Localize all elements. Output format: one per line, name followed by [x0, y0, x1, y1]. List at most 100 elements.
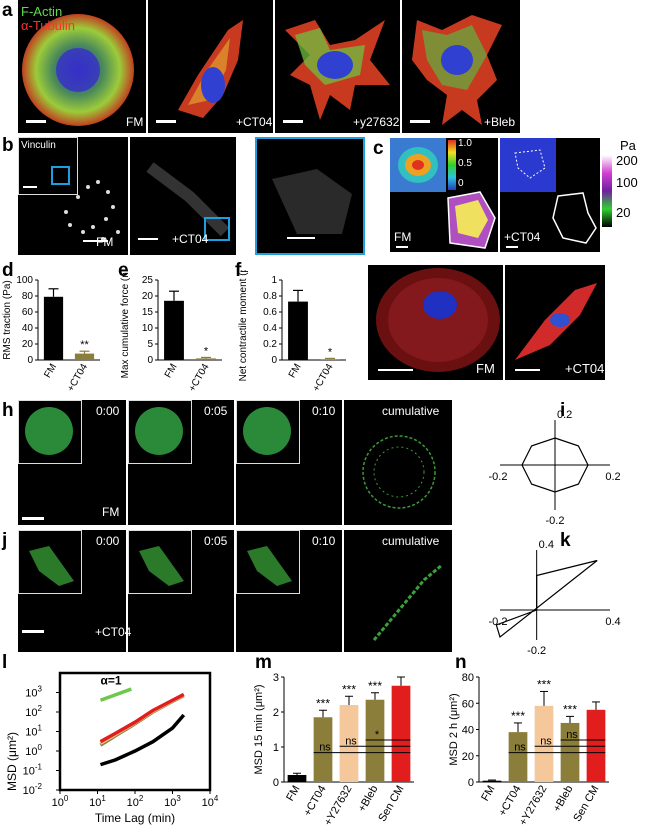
condition-label-fm: FM	[96, 235, 114, 249]
y-tick-label: 10-2	[23, 782, 43, 797]
polygon-trace	[521, 437, 589, 493]
timelapse-ct04-cumulative: cumulative	[344, 530, 452, 652]
x-tick-label: FM	[284, 784, 302, 804]
y-tick-label: 0.6	[263, 307, 277, 318]
condition-label-fm: FM	[126, 115, 144, 129]
x-tick-label: Sen CM	[571, 784, 601, 824]
condition-label-fm: FM	[476, 361, 495, 376]
panel-label-m: m	[255, 652, 272, 673]
x-tick-label: 103	[164, 794, 181, 809]
colorbar-tick: 20	[616, 205, 631, 220]
x-tick-label: +CT04	[187, 362, 212, 394]
timelapse-fm-0: 0:00	[18, 400, 126, 525]
micrograph-g-ct04: +CT04	[505, 265, 605, 380]
significance-marker: *	[328, 346, 333, 358]
comparison-label: *	[375, 729, 380, 741]
panel-label-a: a	[2, 0, 13, 21]
displacement-inset	[390, 138, 446, 192]
x-tick-label: +Bleb	[356, 784, 381, 815]
y-axis-label: RMS traction (Pa)	[2, 280, 13, 359]
scale-bar	[26, 120, 46, 123]
scale-bar	[23, 186, 37, 188]
bar	[534, 705, 554, 782]
cumulative-label: cumulative	[382, 534, 440, 548]
micrograph-fm-round-cell: F-Actin α-Tubulin FM	[18, 0, 146, 133]
tick-label-left: -0.2	[489, 471, 508, 483]
bar	[164, 300, 184, 360]
traction-colorbar	[602, 155, 612, 227]
x-axis-label: Time Lag (min)	[95, 811, 175, 825]
comparison-label: ns	[319, 742, 331, 754]
bar	[508, 732, 528, 782]
scale-bar	[506, 246, 518, 248]
panel-label-d: d	[2, 260, 14, 281]
condition-label-fm: FM	[394, 230, 412, 244]
y-tick-label: 40	[22, 323, 34, 334]
micrograph-vinculin-ct04: +CT04	[130, 137, 236, 255]
cell-inset	[18, 530, 82, 594]
y-tick-label: 102	[25, 704, 42, 719]
panel-label-f: f	[235, 260, 242, 281]
significance-marker: ***	[342, 682, 356, 696]
zoom-box	[51, 166, 70, 185]
bar	[482, 780, 502, 782]
condition-label-ct04: +CT04	[95, 625, 132, 639]
tick-label-bottom: -0.2	[546, 515, 565, 527]
micrograph-bleb: +Bleb	[402, 0, 520, 133]
cell-inset	[128, 530, 192, 594]
condition-label-bleb: +Bleb	[484, 115, 516, 129]
scale-bar	[396, 246, 408, 248]
time-label: 0:05	[204, 404, 228, 418]
tick-label-left: -0.2	[489, 616, 508, 628]
significance-marker: ***	[537, 677, 551, 691]
comparison-label: ns	[540, 735, 552, 747]
comparison-label: ns	[345, 735, 357, 747]
micrograph-g-fm: FM	[368, 265, 503, 380]
significance-marker: *	[204, 345, 209, 357]
y-tick-label: 1	[271, 275, 277, 286]
colorbar-tick: 100	[616, 175, 638, 190]
series-line	[99, 713, 186, 767]
cell-inset	[236, 400, 300, 464]
bar	[43, 296, 64, 360]
chart-polygon-ct04: 0.4 -0.2 0.4 -0.2	[489, 539, 621, 657]
panel-label-c: c	[373, 138, 384, 159]
panel-label-h: h	[2, 400, 14, 421]
inset-tick: 0	[458, 178, 464, 189]
x-tick-label: Sen CM	[376, 784, 406, 824]
bar	[365, 699, 385, 782]
tick-label-right: 0.2	[605, 471, 620, 483]
y-tick-label: 10-1	[23, 763, 43, 778]
time-label: 0:10	[312, 404, 336, 418]
scale-bar	[22, 630, 44, 633]
y-tick-label: 5	[147, 339, 153, 350]
tick-label-right: 0.4	[605, 616, 620, 628]
timelapse-fm-2: 0:10	[236, 400, 342, 525]
significance-marker: ***	[316, 696, 330, 710]
cell-inset	[18, 400, 82, 464]
chart-msd-loglog: 100 101 102 103 104 10-2 10-1 100 101 102 103 α=1 Ti…	[5, 671, 219, 825]
micrograph-y27632: +y27632	[275, 0, 400, 133]
scale-bar	[283, 120, 303, 123]
x-tick-label: +CT04	[302, 784, 329, 819]
chart-polygon-fm: 0.2 -0.2 0.2 -0.2	[489, 409, 621, 527]
chart-rms-traction: 0 20 40 60 80 100 FM +CT04 ** RMS traction (Pa)	[2, 275, 100, 394]
panel-label-i: i	[560, 400, 566, 421]
scale-bar	[22, 517, 44, 520]
y-tick-label: 15	[142, 307, 154, 318]
y-tick-label: 0	[468, 777, 474, 789]
scale-bar	[378, 369, 413, 371]
panel-label-e: e	[118, 260, 129, 281]
comparison-label: ns	[566, 729, 578, 741]
vinculin-inset: Vinculin	[18, 137, 78, 195]
x-tick-label: 104	[202, 794, 219, 809]
y-tick-label: 0	[27, 355, 33, 366]
panel-label-n: n	[455, 652, 467, 673]
significance-marker: ***	[563, 702, 577, 716]
y-tick-label: 60	[462, 698, 474, 710]
y-tick-label: 3	[273, 672, 279, 684]
y-tick-label: 100	[16, 275, 33, 286]
y-axis-label: MSD 15 min (μm²)	[253, 684, 265, 774]
bar	[391, 685, 411, 782]
y-tick-label: 101	[25, 724, 42, 739]
